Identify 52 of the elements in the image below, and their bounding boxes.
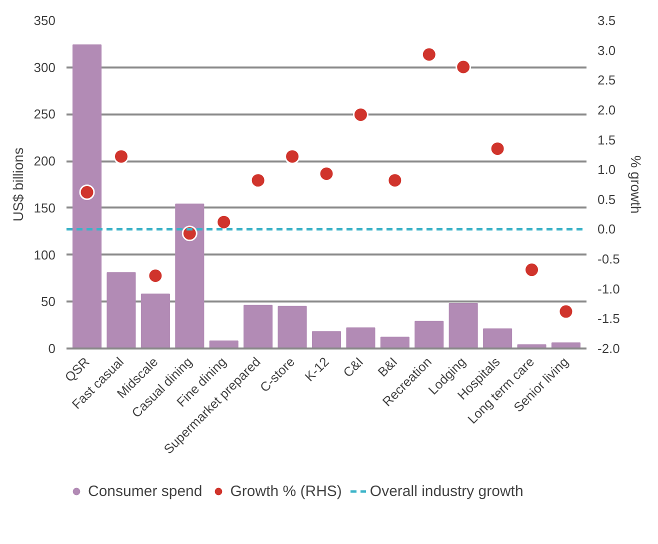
bar (72, 44, 102, 348)
legend-label: Overall industry growth (370, 482, 524, 500)
point (456, 59, 472, 75)
point (79, 184, 95, 200)
y2-tick-label: -0.5 (598, 252, 620, 267)
legend-label: Growth % (RHS) (230, 482, 342, 500)
y-tick-label: 300 (34, 60, 56, 75)
point (182, 226, 198, 242)
bar (244, 304, 273, 348)
bar (414, 320, 444, 348)
point (113, 148, 129, 164)
bar (448, 303, 478, 348)
y2-tick-label: 1.0 (598, 162, 616, 178)
point (216, 214, 232, 230)
point (387, 172, 403, 188)
y-tick-label: 0 (48, 341, 56, 356)
bar (346, 327, 376, 348)
bar (175, 204, 204, 348)
y2-tick-label: -2.0 (598, 341, 620, 356)
point (284, 148, 300, 164)
point (490, 140, 506, 156)
x-tick-label: C&I (340, 354, 366, 380)
y2-tick-label: 3.5 (598, 13, 616, 28)
bar (106, 272, 136, 348)
y2-tick-label: -1.0 (598, 281, 620, 296)
y-tick-label: 150 (34, 200, 56, 216)
point (250, 172, 266, 188)
y-axis-title: US$ billions (10, 148, 26, 222)
bar (483, 328, 512, 348)
bar (312, 331, 342, 348)
bar (140, 294, 170, 348)
y2-tick-label: 1.5 (598, 132, 616, 148)
legend-label: Consumer spend (88, 482, 202, 500)
y-tick-label: 50 (41, 294, 56, 310)
y-tick-label: 250 (34, 106, 56, 122)
point (352, 106, 368, 122)
y2-tick-label: 0.5 (598, 192, 616, 207)
point (148, 268, 164, 284)
y2-tick-label: 0.0 (598, 222, 616, 237)
y2-tick-label: 2.5 (598, 72, 616, 88)
point (421, 46, 437, 62)
y-tick-label: 350 (34, 13, 56, 28)
y-tick-label: 100 (34, 247, 56, 262)
point (558, 304, 574, 320)
point (318, 166, 334, 182)
bar (278, 306, 307, 348)
point (524, 262, 540, 278)
y2-tick-label: 2.0 (598, 102, 616, 118)
y-tick-label: 200 (34, 154, 56, 169)
y2-tick-label: -1.5 (598, 311, 620, 326)
y2-tick-label: 3.0 (598, 42, 616, 58)
y2-axis-title: % growth (628, 155, 644, 214)
